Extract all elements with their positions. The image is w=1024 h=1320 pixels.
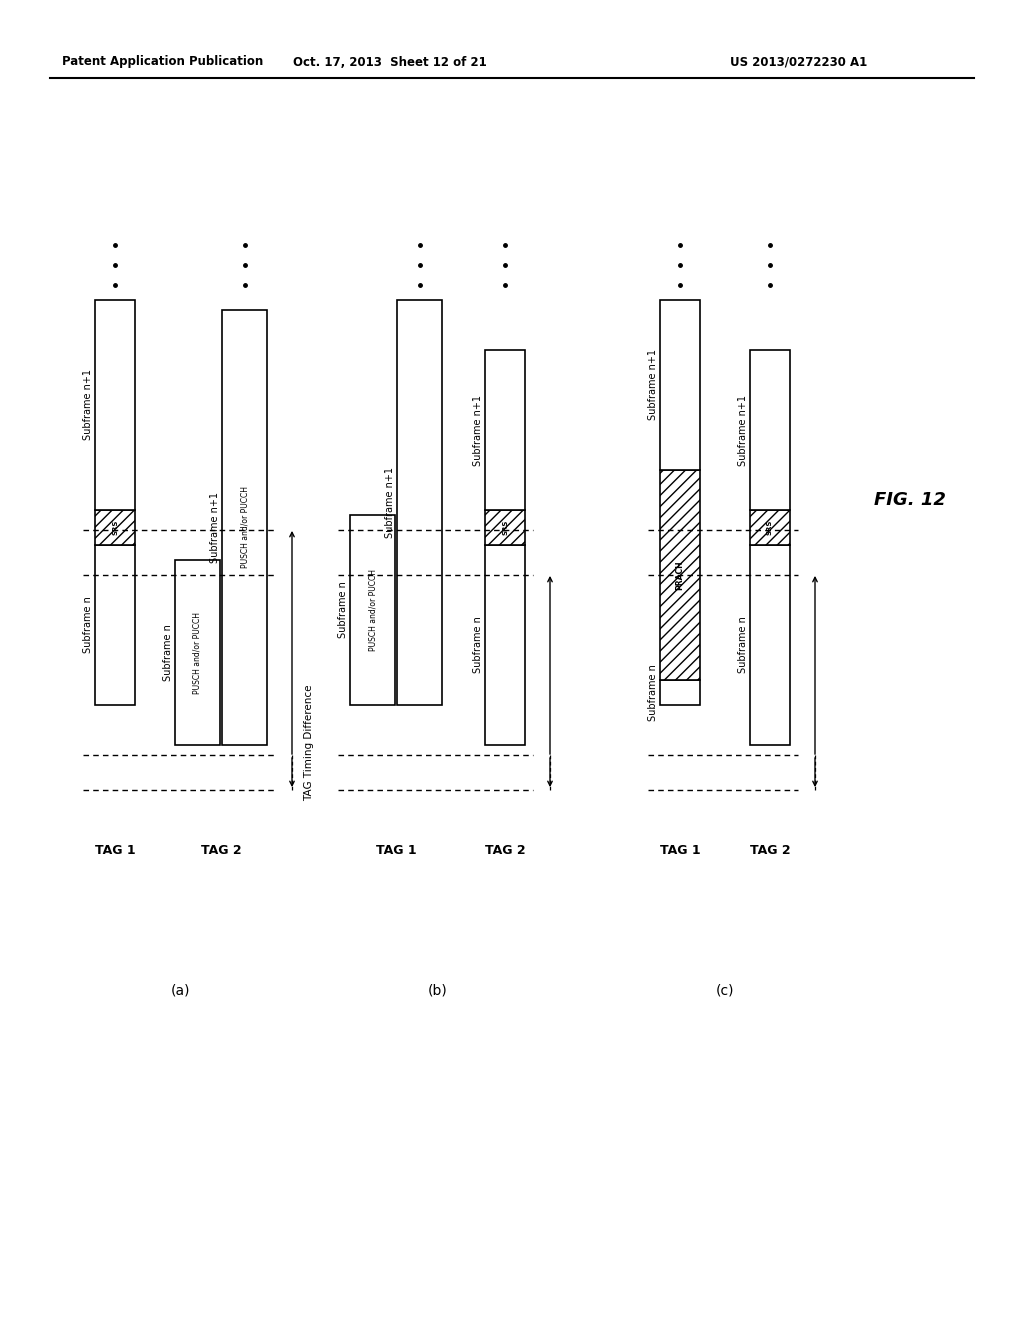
Text: SRS: SRS (502, 520, 508, 535)
Bar (485, 350, 525, 510)
Text: Subframe n: Subframe n (83, 597, 93, 653)
Bar (750, 350, 790, 510)
Text: TAG Timing Difference: TAG Timing Difference (304, 684, 314, 801)
Text: (b): (b) (428, 983, 447, 997)
Text: TAG 2: TAG 2 (484, 843, 525, 857)
Text: Oct. 17, 2013  Sheet 12 of 21: Oct. 17, 2013 Sheet 12 of 21 (293, 55, 486, 69)
Text: Patent Application Publication: Patent Application Publication (62, 55, 263, 69)
Bar (95, 300, 135, 510)
Text: SRS: SRS (112, 520, 118, 535)
Bar (750, 545, 790, 744)
Text: TAG 2: TAG 2 (750, 843, 791, 857)
Text: (a): (a) (171, 983, 190, 997)
Bar (660, 470, 700, 680)
Text: PUSCH and/or PUCCH: PUSCH and/or PUCCH (240, 487, 249, 569)
Text: Subframe n+1: Subframe n+1 (738, 395, 748, 466)
Text: Subframe n: Subframe n (338, 582, 348, 639)
Text: TAG 1: TAG 1 (376, 843, 417, 857)
Text: TAG 1: TAG 1 (94, 843, 135, 857)
Text: Subframe n+1: Subframe n+1 (385, 467, 395, 539)
Text: Subframe n: Subframe n (738, 616, 748, 673)
Text: Subframe n: Subframe n (163, 624, 173, 681)
Text: Subframe n+1: Subframe n+1 (648, 350, 658, 421)
Bar (350, 515, 395, 705)
Bar (485, 510, 525, 545)
Bar (222, 310, 267, 744)
Text: Subframe n: Subframe n (473, 616, 483, 673)
Text: SRS: SRS (767, 520, 773, 535)
Bar (95, 545, 135, 705)
Bar (660, 300, 700, 470)
Bar (750, 510, 790, 545)
Text: PRACH: PRACH (676, 560, 684, 590)
Bar (660, 680, 700, 705)
Text: US 2013/0272230 A1: US 2013/0272230 A1 (730, 55, 867, 69)
Text: TAG 1: TAG 1 (659, 843, 700, 857)
Text: (c): (c) (716, 983, 734, 997)
Text: FIG. 12: FIG. 12 (874, 491, 946, 510)
Bar (95, 510, 135, 545)
Text: PUSCH and/or PUCCH: PUSCH and/or PUCCH (193, 611, 202, 693)
Text: Subframe n+1: Subframe n+1 (83, 370, 93, 441)
Text: Subframe n: Subframe n (648, 664, 658, 721)
Text: Subframe n+1: Subframe n+1 (473, 395, 483, 466)
Text: TAG 2: TAG 2 (201, 843, 242, 857)
Bar (175, 560, 220, 744)
Bar (397, 300, 442, 705)
Bar (485, 545, 525, 744)
Text: PUSCH and/or PUCCH: PUSCH and/or PUCCH (368, 569, 377, 651)
Text: Subframe n+1: Subframe n+1 (210, 492, 220, 564)
